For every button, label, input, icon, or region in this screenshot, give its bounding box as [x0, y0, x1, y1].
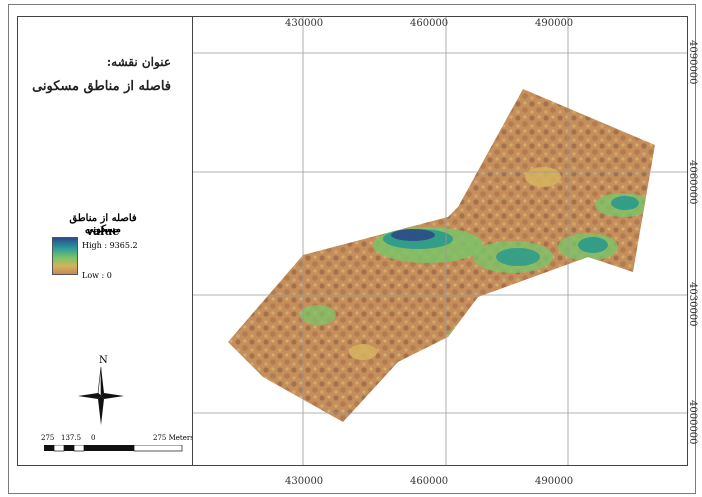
y-tick-3: 4030000: [687, 282, 698, 327]
scale-labels: 275 137.5 0 275 Meters: [41, 434, 201, 444]
graticule: [193, 17, 687, 465]
scale-label-0: 275: [41, 434, 55, 442]
legend-panel: عنوان نقشه: فاصله از مناطق مسکونی فاصله …: [17, 16, 194, 466]
scale-label-2: 0: [91, 434, 96, 442]
y-tick-4: 4000000: [687, 400, 698, 445]
x-tick-bottom-2: 460000: [410, 476, 449, 487]
x-tick-top-2: 460000: [410, 18, 449, 29]
distance-raster: [228, 89, 655, 422]
x-tick-bottom-1: 430000: [285, 476, 324, 487]
map-title-label: عنوان نقشه:: [106, 55, 171, 69]
y-tick-1: 4090000: [687, 40, 698, 85]
scale-bar: [44, 445, 183, 452]
legend-field-label: value: [86, 225, 120, 238]
x-tick-top-1: 430000: [285, 18, 324, 29]
north-label: N: [99, 355, 108, 366]
scale-label-1: 137.5: [61, 434, 82, 442]
scale-label-3: 275 Meters: [153, 434, 194, 442]
y-tick-2: 4060000: [687, 160, 698, 205]
x-tick-top-3: 490000: [535, 18, 574, 29]
legend-high-label: High : 9365.2: [82, 241, 138, 250]
legend-heading: فاصله از مناطق مسکونی: [69, 213, 137, 235]
map-canvas: [193, 17, 687, 465]
legend-low-label: Low : 0: [82, 271, 112, 280]
x-tick-bottom-3: 490000: [535, 476, 574, 487]
north-arrow-icon: [78, 366, 124, 425]
legend-color-ramp: [52, 237, 78, 275]
map-title: فاصله از مناطق مسکونی: [32, 79, 171, 94]
map-panel: [192, 16, 688, 466]
